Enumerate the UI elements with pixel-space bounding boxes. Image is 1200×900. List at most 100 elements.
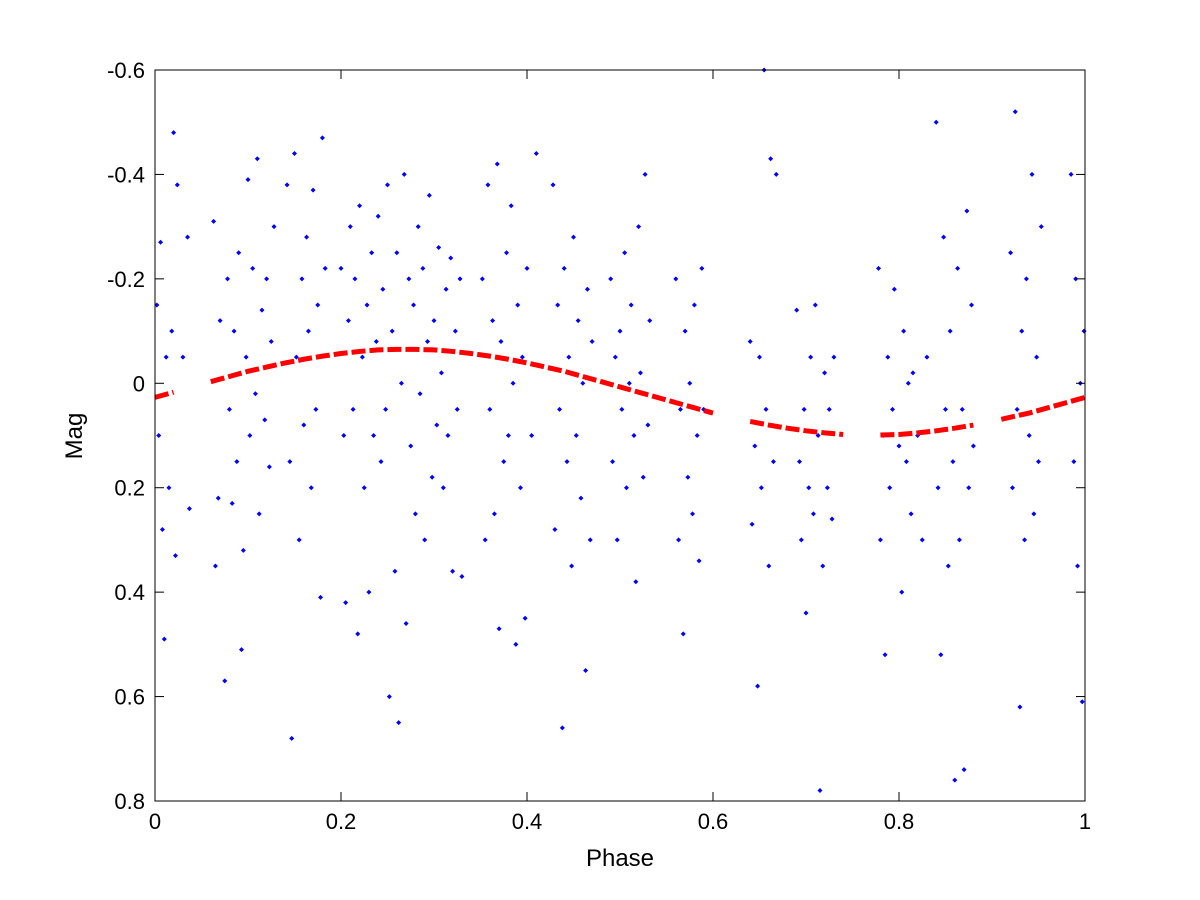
data-point: [171, 130, 177, 136]
data-point: [366, 589, 372, 595]
data-point: [166, 485, 172, 491]
data-point: [676, 537, 682, 543]
data-point: [254, 156, 260, 162]
data-point: [569, 563, 575, 569]
data-point: [522, 615, 528, 621]
fit-curve: [154, 346, 1086, 438]
data-point: [385, 182, 390, 188]
data-point: [938, 652, 944, 658]
data-point: [341, 433, 347, 438]
data-point: [673, 276, 679, 282]
data-point: [1017, 704, 1023, 710]
data-point: [935, 485, 941, 491]
data-point: [215, 495, 221, 501]
data-point: [394, 250, 400, 256]
data-point: [924, 354, 930, 360]
data-point: [431, 318, 437, 324]
data-point: [557, 406, 563, 412]
data-point: [186, 506, 192, 512]
data-point: [964, 208, 970, 214]
data-point: [941, 234, 947, 240]
data-point: [619, 406, 625, 412]
data-point: [401, 171, 407, 177]
data-point: [375, 213, 381, 219]
data-point: [408, 443, 414, 449]
data-point: [933, 119, 939, 125]
data-point: [955, 265, 961, 271]
data-point: [757, 354, 762, 360]
data-point: [355, 631, 361, 637]
data-point: [359, 354, 365, 360]
data-point: [318, 594, 324, 600]
data-point: [808, 354, 814, 360]
data-point: [319, 135, 325, 141]
data-point: [631, 433, 637, 438]
data-point: [350, 406, 356, 412]
data-point: [559, 725, 565, 731]
data-point: [533, 151, 539, 157]
data-point: [345, 318, 351, 324]
data-point: [158, 239, 164, 245]
data-point: [250, 265, 256, 271]
fit-curve-segment: [154, 389, 175, 400]
data-point: [766, 563, 772, 569]
data-point: [498, 339, 504, 345]
data-point: [580, 380, 586, 386]
data-point: [352, 276, 358, 282]
data-point: [396, 720, 402, 726]
data-point: [810, 511, 816, 517]
data-point: [747, 339, 753, 345]
data-point: [682, 328, 688, 334]
data-point: [1034, 354, 1040, 360]
fit-curve-segment: [880, 422, 974, 438]
data-point: [378, 459, 384, 465]
data-point: [448, 255, 454, 261]
x-tick-label: 0: [149, 809, 161, 834]
data-point: [617, 328, 623, 334]
data-point: [768, 156, 774, 162]
data-point: [398, 380, 404, 386]
data-point: [490, 318, 496, 324]
data-point: [301, 422, 307, 428]
data-point: [826, 406, 832, 412]
y-tick-label: 0.6: [114, 685, 145, 710]
data-point: [956, 537, 962, 543]
data-point: [508, 203, 514, 209]
data-point: [798, 537, 804, 543]
data-point: [225, 276, 231, 282]
data-point: [1012, 109, 1018, 115]
data-point: [289, 735, 295, 741]
data-point: [640, 474, 646, 480]
data-point: [524, 265, 530, 271]
data-point: [369, 250, 375, 256]
data-point: [491, 511, 497, 517]
data-point: [1008, 250, 1014, 256]
data-point: [877, 537, 883, 543]
data-point: [357, 203, 363, 209]
data-point: [361, 485, 367, 491]
data-point: [1026, 433, 1032, 438]
x-tick-label: 1: [1079, 809, 1091, 834]
data-point: [1075, 563, 1081, 569]
data-point: [236, 250, 242, 256]
data-point: [424, 339, 430, 345]
data-point: [434, 422, 440, 428]
data-point: [561, 265, 567, 271]
data-point: [243, 354, 249, 360]
y-axis-label: Mag: [61, 413, 88, 460]
data-point: [231, 328, 237, 334]
data-point: [961, 767, 967, 773]
data-point: [496, 626, 502, 632]
y-tick-label: 0.4: [114, 580, 145, 605]
fit-curve-segment: [749, 418, 844, 437]
data-point: [685, 474, 691, 480]
y-tick-label: 0.2: [114, 476, 145, 501]
data-point: [454, 406, 460, 412]
data-point: [392, 568, 398, 574]
data-point: [169, 328, 175, 334]
data-point: [510, 380, 516, 386]
data-point: [211, 218, 217, 224]
axis-ticks: 0 0.2 0.4 0.6 0.8 1 -0.6 -0.4 -0.2 0 0.2 0.4 0.6 0.8: [107, 58, 1091, 834]
data-point: [699, 265, 705, 271]
